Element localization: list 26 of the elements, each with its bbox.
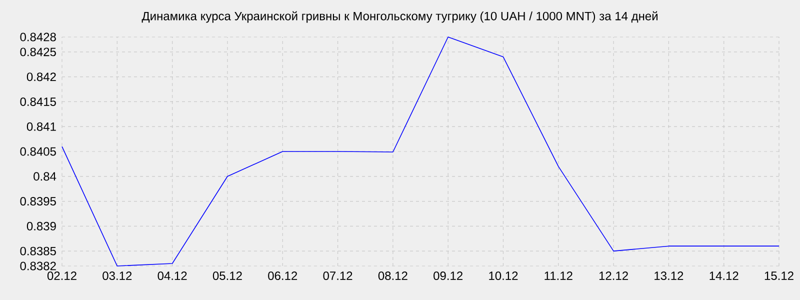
y-tick-label: 0.8405 — [20, 147, 56, 156]
y-tick-label: 0.8425 — [20, 48, 56, 56]
y-tick-label: 0.8382 — [20, 262, 56, 270]
y-tick-label: 0.8395 — [20, 197, 56, 206]
x-tick-label: 05.12 — [212, 272, 242, 280]
x-tick-label: 14.12 — [710, 272, 738, 280]
x-tick-label: 15.12 — [764, 272, 794, 280]
x-tick-label: 06.12 — [268, 272, 298, 280]
y-tick-label: 0.8385 — [20, 246, 56, 256]
x-tick-label: 02.12 — [47, 272, 76, 280]
y-tick-label: 0.8428 — [20, 32, 56, 42]
y-tick-label: 0.842 — [26, 72, 56, 82]
y-tick-label: 0.841 — [26, 122, 56, 131]
y-tick-label: 0.839 — [26, 222, 56, 230]
x-tick-label: 13.12 — [654, 272, 684, 280]
x-tick-label: 03.12 — [102, 272, 132, 280]
x-tick-label: 04.12 — [158, 272, 187, 280]
chart-title: Динамика курса Украинской гривны к Монгольскому тугрику (10 UAH / 1000 MNT) за 14 дней — [142, 11, 658, 23]
x-tick-label: 08.12 — [378, 272, 408, 280]
y-tick-label: 0.84 — [34, 172, 56, 181]
y-tick-label: 0.8415 — [20, 97, 56, 106]
x-tick-label: 10.12 — [489, 272, 518, 280]
x-tick-label: 12.12 — [599, 272, 628, 280]
x-tick-label: 11.12 — [544, 272, 572, 280]
x-tick-label: 09.12 — [434, 272, 462, 280]
x-tick-label: 07.12 — [323, 272, 352, 280]
